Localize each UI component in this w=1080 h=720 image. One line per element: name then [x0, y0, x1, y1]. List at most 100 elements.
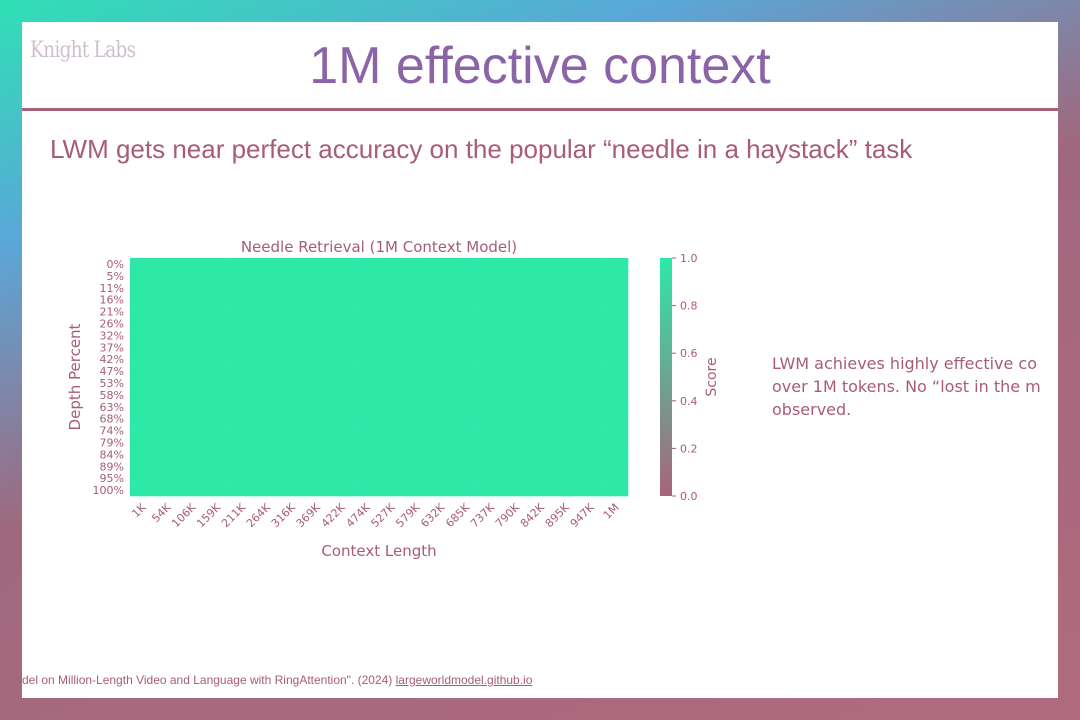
- heatmap-cell: [553, 258, 579, 271]
- y-tick-label: 0%: [107, 258, 124, 271]
- heatmap-cell: [179, 388, 205, 402]
- heatmap-cell: [154, 269, 181, 283]
- heatmap-cell: [403, 436, 430, 449]
- y-tick-label: 89%: [100, 460, 124, 473]
- heatmap-cell: [354, 388, 380, 402]
- heatmap-cell: [329, 293, 355, 306]
- heatmap-cell: [254, 353, 280, 366]
- slide-subtitle: LWM gets near perfect accuracy on the po…: [50, 134, 913, 164]
- x-tick-label: 737K: [468, 500, 498, 530]
- heatmap-cell: [578, 472, 604, 485]
- heatmap-cell: [130, 448, 156, 461]
- heatmap-cell: [379, 412, 405, 425]
- heatmap-cell: [578, 293, 604, 306]
- heatmap-cell: [478, 436, 504, 449]
- heatmap-cell: [279, 448, 305, 461]
- heatmap-cell: [478, 365, 504, 378]
- heatmap-cell: [254, 293, 280, 306]
- heatmap-cell: [553, 365, 579, 378]
- heatmap-cell: [229, 377, 255, 390]
- heatmap-cell: [354, 293, 380, 306]
- x-tick-label: 264K: [244, 500, 274, 530]
- heatmap-cell: [403, 412, 430, 425]
- heatmap-cell: [603, 436, 629, 449]
- heatmap-cell: [354, 317, 380, 330]
- heatmap-cell: [204, 472, 230, 485]
- x-tick-label: 895K: [543, 500, 573, 530]
- heatmap-cell: [453, 305, 479, 318]
- heatmap-cell: [528, 293, 554, 306]
- x-tick-label: 1K: [129, 500, 149, 520]
- heatmap-cell: [478, 293, 504, 306]
- heatmap-cell: [553, 377, 579, 390]
- heatmap-cell: [379, 424, 405, 437]
- heatmap-cell: [254, 412, 280, 425]
- heatmap-cell: [478, 269, 504, 283]
- heatmap-cell: [503, 448, 529, 461]
- heatmap-cell: [428, 317, 454, 330]
- heatmap-cell: [528, 460, 554, 473]
- heatmap-cell: [179, 365, 205, 378]
- heatmap-cell: [279, 353, 305, 366]
- heatmap-cell: [204, 317, 230, 330]
- heatmap-cell: [578, 305, 604, 318]
- heatmap-cell: [478, 353, 504, 366]
- heatmap-cell: [354, 258, 380, 271]
- heatmap-cell: [503, 365, 529, 378]
- heatmap-cell: [428, 400, 454, 413]
- heatmap-cell: [279, 484, 305, 497]
- heatmap-cell: [528, 448, 554, 461]
- heatmap-cell: [130, 412, 156, 425]
- y-tick-label: 84%: [100, 448, 124, 461]
- heatmap-cell: [428, 460, 454, 473]
- heatmap-cell: [503, 484, 529, 497]
- heatmap-cell: [379, 305, 405, 318]
- title-divider: [22, 108, 1058, 111]
- heatmap-cell: [528, 484, 554, 497]
- x-tick-label: 106K: [169, 500, 199, 530]
- heatmap-cell: [304, 365, 330, 378]
- heatmap-cell: [603, 317, 629, 330]
- heatmap-cell: [279, 269, 305, 283]
- heatmap-cell: [254, 281, 280, 294]
- heatmap-cell: [254, 484, 280, 497]
- heatmap-cell: [453, 293, 479, 306]
- heatmap-cell: [503, 258, 529, 271]
- heatmap-cell: [354, 281, 380, 294]
- heatmap-cell: [154, 484, 181, 497]
- heatmap-cell: [204, 293, 230, 306]
- heatmap-cell: [379, 293, 405, 306]
- heatmap-cell: [453, 424, 479, 437]
- side-note: LWM achieves highly effective co over 1M…: [772, 354, 1041, 419]
- heatmap-cell: [254, 460, 280, 473]
- heatmap-cell: [279, 472, 305, 485]
- heatmap-cell: [379, 317, 405, 330]
- heatmap-cell: [379, 460, 405, 473]
- heatmap-cell: [379, 365, 405, 378]
- y-axis-label: Depth Percent: [66, 323, 84, 430]
- heatmap-cell: [453, 258, 479, 271]
- heatmap-cell: [528, 377, 554, 390]
- heatmap-cell: [254, 424, 280, 437]
- heatmap-cell: [204, 353, 230, 366]
- heatmap-cell: [229, 353, 255, 366]
- heatmap-cell: [130, 305, 156, 318]
- heatmap-cell: [204, 281, 230, 294]
- heatmap-cell: [503, 412, 529, 425]
- heatmap-cell: [453, 472, 479, 485]
- heatmap-cell: [279, 317, 305, 330]
- heatmap-cell: [154, 365, 181, 378]
- heatmap-cell: [503, 269, 529, 283]
- heatmap-cell: [553, 388, 579, 402]
- y-tick-label: 95%: [100, 472, 124, 485]
- heatmap-cell: [553, 412, 579, 425]
- heatmap-cell: [478, 412, 504, 425]
- heatmap-cell: [204, 448, 230, 461]
- heatmap-cell: [130, 400, 156, 413]
- heatmap-cell: [503, 281, 529, 294]
- heatmap-cell: [329, 305, 355, 318]
- heatmap-cell: [528, 341, 554, 354]
- heatmap-cell: [603, 305, 629, 318]
- heatmap-cell: [478, 400, 504, 413]
- citation-link[interactable]: largeworldmodel.github.io: [395, 673, 533, 687]
